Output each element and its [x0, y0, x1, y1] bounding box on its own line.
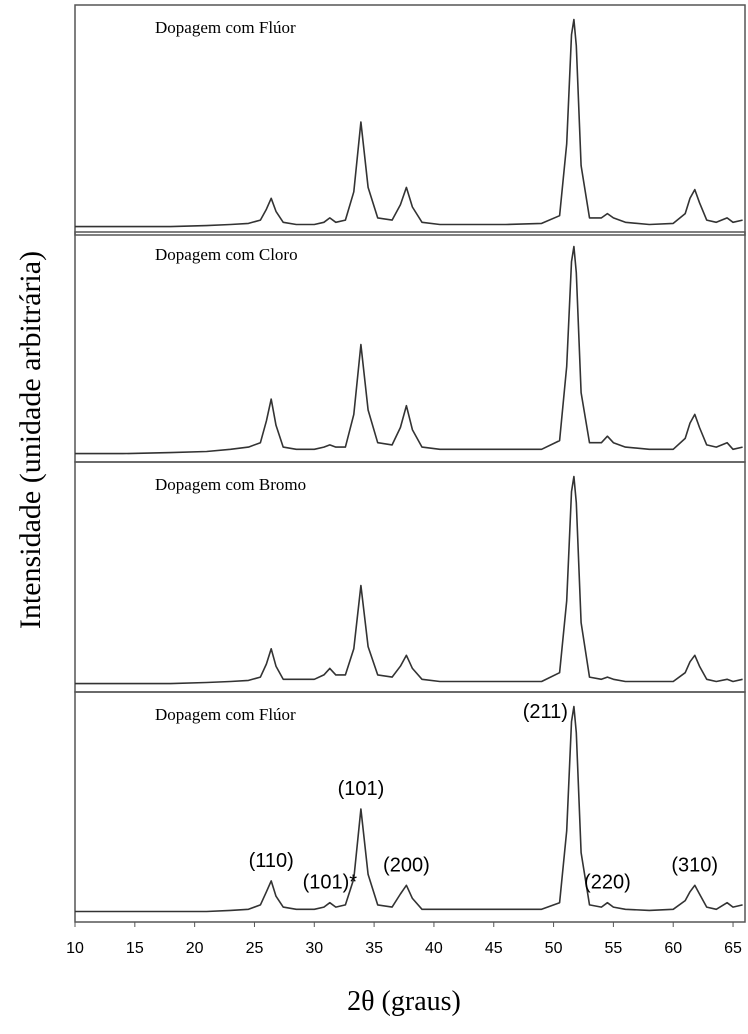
- y-axis-label: Intensidade (unidade arbitrária): [14, 251, 47, 629]
- panel-title: Dopagem com Flúor: [155, 18, 296, 37]
- x-tick-label: 40: [425, 940, 443, 957]
- xrd-line: [75, 475, 743, 685]
- peak-label: (211): [523, 701, 568, 723]
- peak-label: (310): [671, 854, 718, 876]
- panel-title: Dopagem com Cloro: [155, 245, 298, 264]
- x-tick-label: 55: [604, 940, 622, 957]
- peak-label: (101): [338, 778, 385, 800]
- x-tick-label: 45: [485, 940, 503, 957]
- x-tick-label: 35: [365, 940, 383, 957]
- x-tick-label: 10: [66, 940, 84, 957]
- x-axis-label: 2θ (graus): [347, 986, 461, 1017]
- x-tick-label: 25: [246, 940, 264, 957]
- xrd-line: [75, 705, 743, 913]
- x-tick-label: 65: [724, 940, 742, 957]
- x-tick-label: 15: [126, 940, 144, 957]
- panel-frame: [74, 231, 746, 463]
- panel-frame: [74, 691, 746, 923]
- x-tick-label: 20: [186, 940, 204, 957]
- xrd-line: [75, 245, 743, 455]
- peak-label: (101)*: [303, 872, 358, 894]
- panel-frame: [74, 4, 746, 236]
- x-tick-label: 30: [305, 940, 323, 957]
- peak-label: (200): [383, 854, 430, 876]
- panel-title: Dopagem com Bromo: [155, 475, 306, 494]
- x-tick-label: 60: [664, 940, 682, 957]
- xrd-line: [75, 18, 743, 228]
- x-tick-label: 50: [545, 940, 563, 957]
- peak-label: (220): [584, 872, 631, 894]
- panel-frame: [74, 461, 746, 693]
- peak-label: (110): [249, 850, 294, 872]
- panel-title: Dopagem com Flúor: [155, 705, 296, 724]
